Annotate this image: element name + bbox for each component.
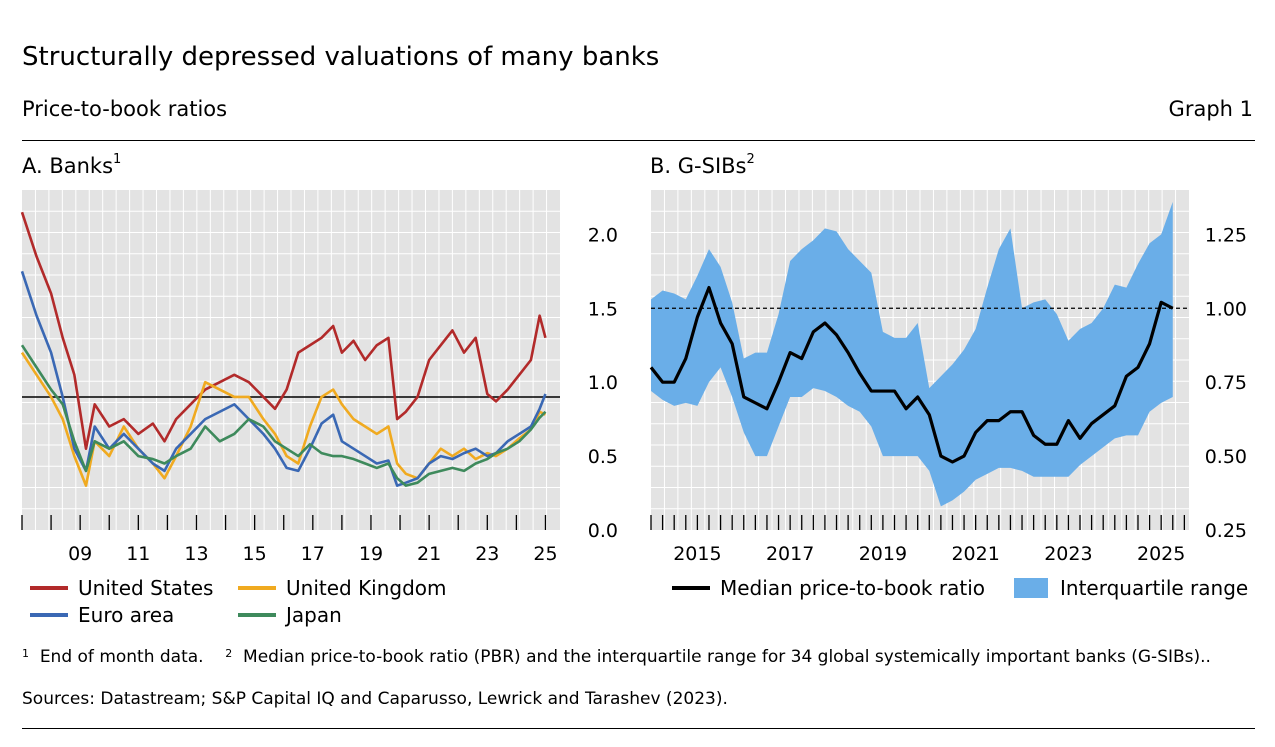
legend-label-united-kingdom: United Kingdom — [286, 576, 447, 600]
panel-a-title: A. Banks1 — [22, 152, 122, 178]
x-tick-label: 2023 — [1044, 543, 1092, 565]
sources: Sources: Datastream; S&P Capital IQ and … — [22, 689, 728, 709]
graph-label: Graph 1 — [1168, 97, 1253, 121]
panel-b-title-sup: 2 — [746, 152, 755, 167]
y-tick-label: 1.25 — [1205, 224, 1247, 246]
panel-b-title-text: B. G-SIBs — [650, 154, 747, 178]
legend-label-euro-area: Euro area — [78, 603, 175, 627]
footnotes: 1 End of month data. 2 Median price-to-b… — [22, 647, 1211, 667]
series-line-euro-area — [20, 270, 547, 487]
series-line-japan — [20, 344, 547, 487]
legend-swatch-japan — [238, 613, 276, 617]
x-tick-label: 09 — [68, 543, 92, 565]
x-tick-label: 2019 — [859, 543, 907, 565]
legend-item-united-states: United States — [30, 576, 213, 600]
legend-swatch-united-kingdom — [238, 586, 276, 590]
legend-label-japan: Japan — [286, 603, 342, 627]
x-tick-label: 11 — [126, 543, 150, 565]
area-interquartile-range — [651, 201, 1173, 507]
y-tick-label: 0.75 — [1205, 372, 1247, 394]
y-tick-label: 0.0 — [588, 520, 618, 542]
x-tick-label: 21 — [417, 543, 441, 565]
y-tick-label: 1.0 — [588, 372, 618, 394]
y-tick-label: 0.50 — [1205, 446, 1247, 468]
y-tick-label: 2.0 — [588, 224, 618, 246]
footer-rule — [22, 728, 1255, 729]
legend-label-iqr: Interquartile range — [1060, 576, 1249, 600]
x-tick-label: 2025 — [1137, 543, 1185, 565]
legend-swatch-median — [672, 586, 710, 590]
y-tick-label: 0.25 — [1205, 520, 1247, 542]
panel-a-title-sup: 1 — [113, 152, 122, 167]
y-tick-label: 1.00 — [1205, 298, 1247, 320]
footnote-1-mark: 1 — [22, 647, 29, 660]
x-tick-label: 15 — [243, 543, 267, 565]
legend-item-median: Median price-to-book ratio — [672, 576, 985, 600]
page-title: Structurally depressed valuations of man… — [22, 42, 660, 72]
legend-swatch-euro-area — [30, 613, 68, 617]
footnote-1-text: End of month data. — [39, 647, 204, 667]
x-tick-label: 2015 — [673, 543, 721, 565]
x-tick-label: 13 — [184, 543, 208, 565]
x-tick-label: 17 — [301, 543, 325, 565]
legend-swatch-united-states — [30, 586, 68, 590]
legend-item-euro-area: Euro area — [30, 603, 174, 627]
panel-a-title-text: A. Banks — [22, 154, 114, 178]
series-line-median-price-to-book-ratio — [649, 285, 1174, 464]
legend-item-iqr: Interquartile range — [1014, 576, 1248, 600]
footnote-2-text: Median price-to-book ratio (PBR) and the… — [243, 647, 1211, 667]
y-tick-label: 0.5 — [588, 446, 618, 468]
chart-panel-a: 0.0 0.5 1.0 1.5 2.0 09 11 13 15 17 19 21 23 25 — [20, 190, 618, 565]
x-tick-label: 23 — [475, 543, 499, 565]
legend-label-united-states: United States — [78, 576, 214, 600]
legend-item-japan: Japan — [238, 603, 342, 627]
series-line-united-states — [20, 211, 547, 450]
chart-panel-b: 0.25 0.50 0.75 1.00 1.25 2015 2017 2019 2021 2023… — [649, 190, 1247, 565]
legend-swatch-iqr — [1014, 578, 1048, 598]
x-tick-label: 2021 — [951, 543, 999, 565]
footnote-2-mark: 2 — [225, 647, 233, 660]
page-subtitle: Price-to-book ratios — [22, 97, 228, 121]
panel-b-title: B. G-SIBs2 — [650, 152, 755, 178]
legend-label-median: Median price-to-book ratio — [720, 576, 985, 600]
x-tick-label: 2017 — [766, 543, 814, 565]
legend-item-united-kingdom: United Kingdom — [238, 576, 447, 600]
y-tick-label: 1.5 — [588, 298, 618, 320]
header-rule — [22, 140, 1255, 141]
x-tick-label: 19 — [359, 543, 383, 565]
x-tick-label: 25 — [533, 543, 557, 565]
